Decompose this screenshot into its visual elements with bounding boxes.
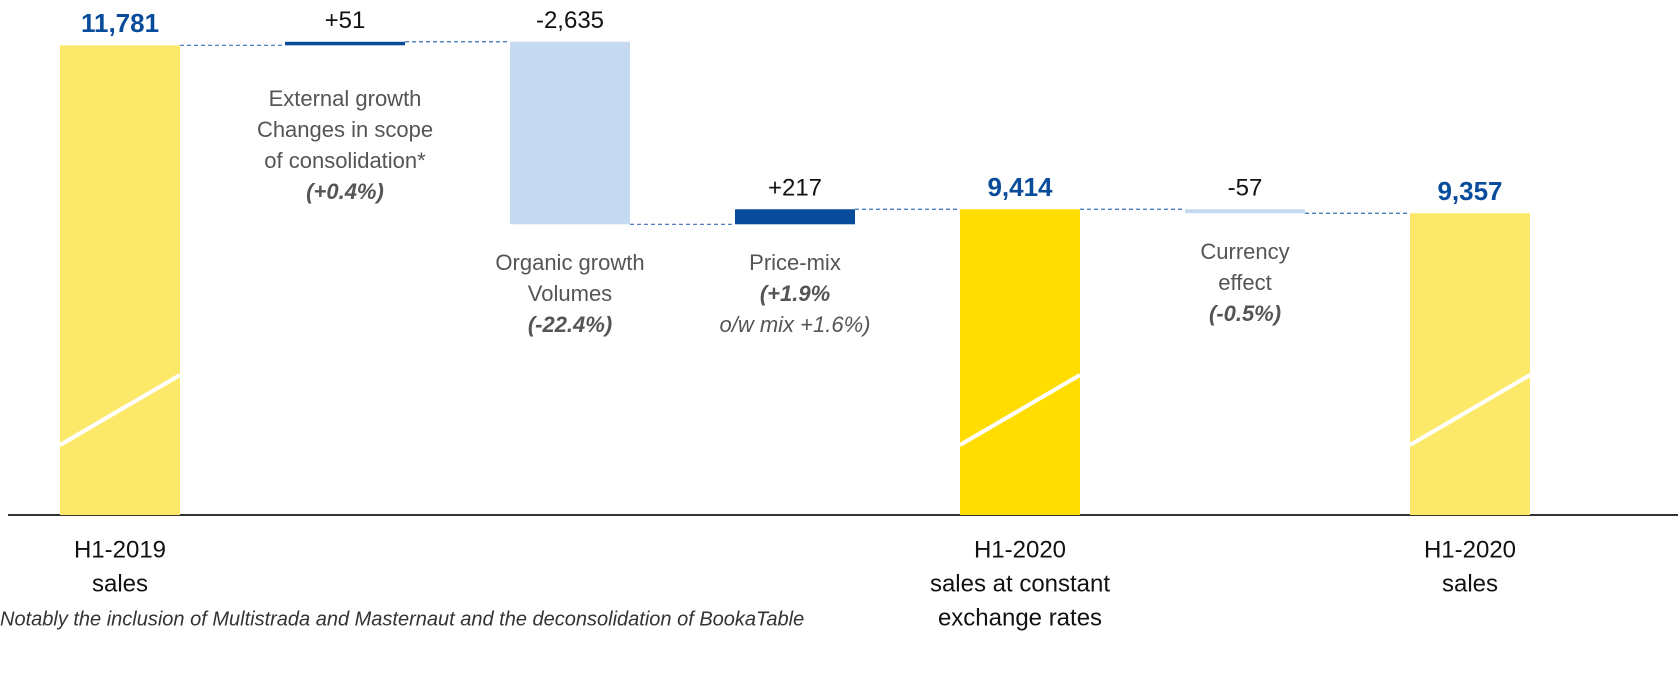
description: Organic growth (495, 250, 644, 275)
bar (1185, 209, 1305, 214)
value-label: -57 (1228, 175, 1263, 202)
category-label: H1-2020 (1424, 536, 1516, 563)
bar (735, 209, 855, 225)
description: External growth (269, 86, 422, 111)
category-label: H1-2019 (74, 536, 166, 563)
description-note: (+1.9% (760, 281, 830, 306)
description: Price-mix (749, 250, 841, 275)
description: Changes in scope (257, 117, 433, 142)
bar (510, 41, 630, 225)
description-note: (-0.5%) (1209, 301, 1281, 326)
category-label: exchange rates (938, 604, 1102, 631)
bar (285, 41, 405, 46)
bar (60, 45, 180, 515)
bar (960, 209, 1080, 515)
description: effect (1218, 270, 1271, 295)
value-label: -2,635 (536, 7, 604, 34)
bar (1410, 213, 1530, 515)
category-label: sales (92, 570, 148, 597)
description: Currency (1200, 239, 1289, 264)
value-label: 9,414 (987, 172, 1053, 202)
footnote: Notably the inclusion of Multistrada and… (0, 608, 804, 630)
description: Volumes (528, 281, 612, 306)
description-note: (+0.4%) (306, 179, 384, 204)
value-label: +51 (325, 7, 366, 34)
value-label: 11,781 (81, 8, 159, 38)
category-label: H1-2020 (974, 536, 1066, 563)
value-label: +217 (768, 175, 822, 202)
bar-stripe (958, 373, 1082, 447)
category-label: sales (1442, 570, 1498, 597)
description: of consolidation* (264, 148, 426, 173)
bar-stripe (1408, 373, 1532, 447)
description-note: (-22.4%) (528, 312, 612, 337)
value-label: 9,357 (1437, 176, 1502, 206)
description-note: o/w mix +1.6%) (720, 312, 871, 337)
category-label: sales at constant (930, 570, 1110, 597)
bar-stripe (58, 373, 182, 447)
